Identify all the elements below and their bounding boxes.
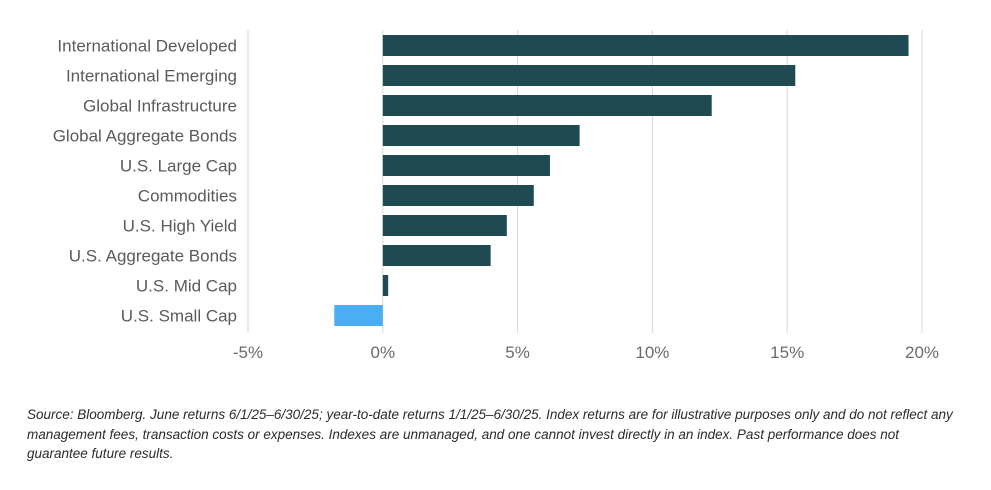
category-label: Commodities <box>138 187 237 206</box>
source-footnote: Source: Bloomberg. June returns 6/1/25–6… <box>27 407 953 461</box>
bar <box>382 125 580 146</box>
bar <box>334 305 383 326</box>
category-label: U.S. Aggregate Bonds <box>69 247 237 266</box>
x-tick-label: 10% <box>635 343 669 362</box>
category-label: International Developed <box>57 37 237 56</box>
x-tick-label: 0% <box>371 343 396 362</box>
category-label: Global Infrastructure <box>83 97 237 116</box>
bar-chart: International Developed International Eme… <box>53 30 939 362</box>
x-axis-tick-labels: -5% 0% 5% 10% 15% 20% <box>233 343 939 362</box>
bar <box>382 65 796 86</box>
bars <box>334 35 909 326</box>
category-label: Global Aggregate Bonds <box>53 127 237 146</box>
x-tick-label: -5% <box>233 343 263 362</box>
category-label: U.S. High Yield <box>123 217 237 236</box>
x-tick-label: 20% <box>905 343 939 362</box>
category-label: U.S. Small Cap <box>121 307 237 326</box>
bar <box>382 35 909 56</box>
x-tick-label: 15% <box>770 343 804 362</box>
bar <box>382 155 550 176</box>
bar <box>382 215 507 236</box>
category-label: U.S. Mid Cap <box>136 277 237 296</box>
category-labels: International Developed International Eme… <box>53 37 237 326</box>
bar <box>382 185 534 206</box>
bar <box>382 275 389 296</box>
bar <box>382 245 491 266</box>
category-label: International Emerging <box>66 67 237 86</box>
bar <box>382 95 712 116</box>
category-label: U.S. Large Cap <box>120 157 237 176</box>
x-tick-label: 5% <box>505 343 530 362</box>
